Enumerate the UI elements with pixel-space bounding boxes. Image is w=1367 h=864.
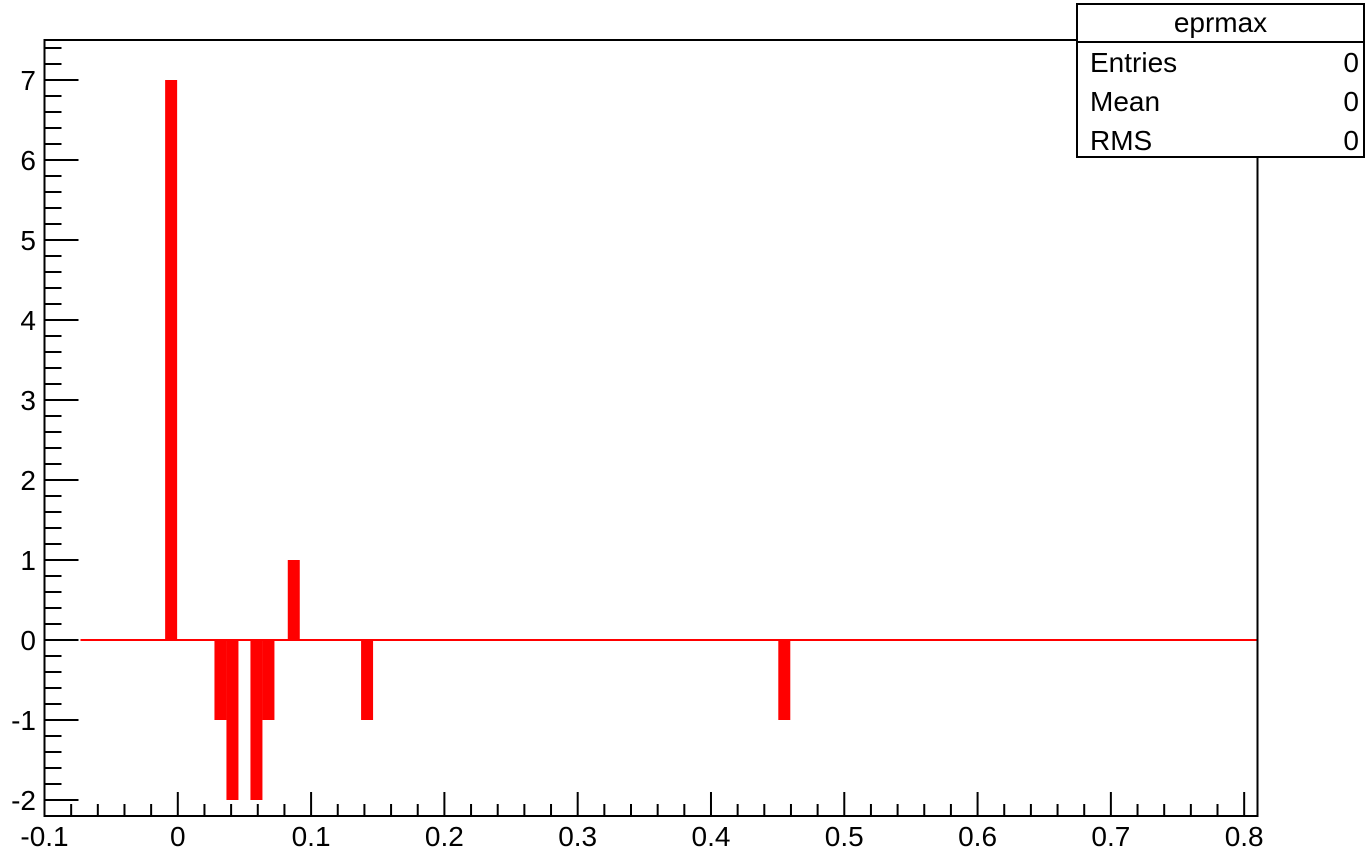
y-tick-label: 4 [20,305,36,336]
y-tick-label: 1 [20,545,36,576]
x-tick-label: 0.2 [425,821,464,852]
y-tick-label: 7 [20,65,36,96]
stats-row-entries: Entries 0 [1078,43,1363,82]
y-tick-label: 6 [20,145,36,176]
y-tick-label: 3 [20,385,36,416]
y-tick-label: 0 [20,625,36,656]
histogram-bar-7 [778,640,791,720]
histogram-bar-4 [262,640,275,720]
stats-entries-label: Entries [1090,47,1178,78]
x-tick-label: 0.8 [1225,821,1264,852]
stats-mean-value: 0 [1343,86,1359,117]
stats-entries-value: 0 [1343,47,1359,78]
y-tick-label: 2 [20,465,36,496]
histogram-bar-0 [165,80,178,640]
x-tick-label: 0 [170,821,186,852]
histogram-bar-3 [250,640,263,800]
stats-mean-label: Mean [1090,86,1161,117]
x-tick-label: 0.4 [692,821,731,852]
histogram-bar-6 [361,640,374,720]
y-tick-label: -1 [11,705,36,736]
x-tick-label: 0.3 [558,821,597,852]
histogram-bar-5 [287,560,300,640]
stats-row-rms: RMS 0 [1078,121,1363,160]
y-tick-label: 5 [20,225,36,256]
x-tick-label: 0.5 [825,821,864,852]
histogram-bar-1 [214,640,227,720]
x-tick-label: 0.6 [958,821,997,852]
stats-row-mean: Mean 0 [1078,82,1363,121]
stats-box: eprmax Entries 0 Mean 0 RMS 0 [1076,3,1365,158]
stats-box-title: eprmax [1078,5,1363,43]
stats-rms-label: RMS [1090,125,1153,156]
histogram-bar-2 [226,640,239,800]
stats-rms-value: 0 [1343,125,1359,156]
x-tick-label: 0.7 [1091,821,1130,852]
plot-frame [43,39,1259,817]
x-tick-label: 0.1 [292,821,331,852]
y-tick-label: -2 [11,785,36,816]
x-tick-label: -0.1 [20,821,68,852]
